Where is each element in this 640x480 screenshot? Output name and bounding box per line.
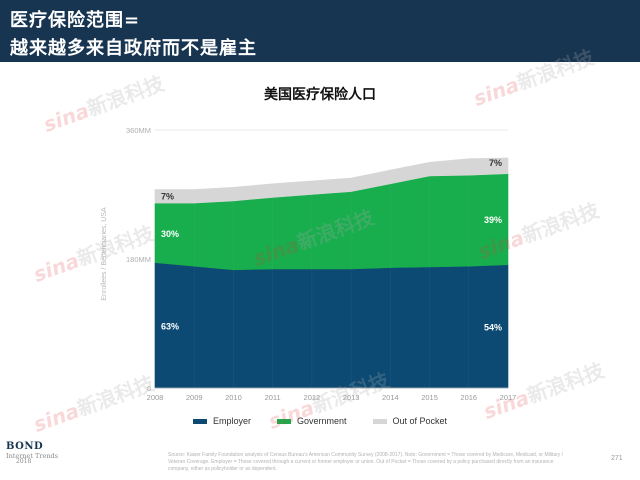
legend-item-out-of-pocket: Out of Pocket (372, 416, 448, 426)
header-banner: 医疗保险范围= 越来越多来自政府而不是雇主 (0, 0, 640, 62)
header-title-line1: 医疗保险范围= (10, 10, 141, 31)
x-tick-label: 2013 (343, 393, 360, 402)
legend-label-government: Government (296, 416, 347, 426)
x-tick-label: 2014 (382, 393, 399, 402)
area-series-employer (154, 262, 509, 389)
data-label-end-out-of-pocket: 7% (489, 158, 502, 168)
page-number: 271 (611, 455, 623, 462)
y-tick-label: 360MM (126, 126, 151, 135)
y-axis-title: Enrollees / Beneficiaries, USA (101, 207, 108, 301)
x-tick-label: 2011 (265, 393, 281, 402)
area-series-out-of-pocket (154, 157, 509, 204)
y-tick-label: 180MM (126, 255, 151, 264)
bond-logo-subtitle: Internet Trends (6, 451, 59, 460)
bond-logo: BOND Internet Trends 2018 (6, 441, 59, 466)
legend-label-out-of-pocket: Out of Pocket (392, 416, 448, 426)
data-label-end-government: 39% (484, 215, 502, 225)
chart-legend: Employer Government Out of Pocket (0, 416, 640, 426)
data-label-start-employer: 63% (161, 321, 179, 331)
x-tick-label: 2012 (304, 393, 321, 402)
legend-swatch-employer (192, 418, 207, 424)
data-label-end-employer: 54% (484, 322, 502, 332)
x-tick-label: 2017 (500, 393, 517, 402)
data-label-start-out-of-pocket: 7% (161, 191, 174, 201)
x-tick-label: 2010 (225, 393, 242, 402)
bond-logo-name: BOND (6, 441, 44, 452)
chart-title: 美国医疗保险人口 (264, 87, 376, 103)
bond-logo-year: 2018 (16, 458, 32, 466)
x-tick-label: 2015 (421, 393, 438, 402)
source-note: Source: Kaiser Family Foundation analysi… (168, 452, 564, 472)
y-tick-label: 0 (147, 384, 151, 393)
header-title-line2: 越来越多来自政府而不是雇主 (10, 38, 257, 59)
legend-item-government: Government (276, 416, 347, 426)
data-label-start-government: 30% (161, 229, 179, 239)
x-tick-label: 2009 (186, 393, 203, 402)
x-tick-label: 2008 (147, 393, 164, 402)
legend-label-employer: Employer (212, 416, 251, 426)
legend-item-employer: Employer (192, 416, 251, 426)
legend-swatch-out-of-pocket (372, 418, 387, 424)
legend-swatch-government (276, 418, 291, 424)
x-tick-label: 2016 (460, 393, 477, 402)
